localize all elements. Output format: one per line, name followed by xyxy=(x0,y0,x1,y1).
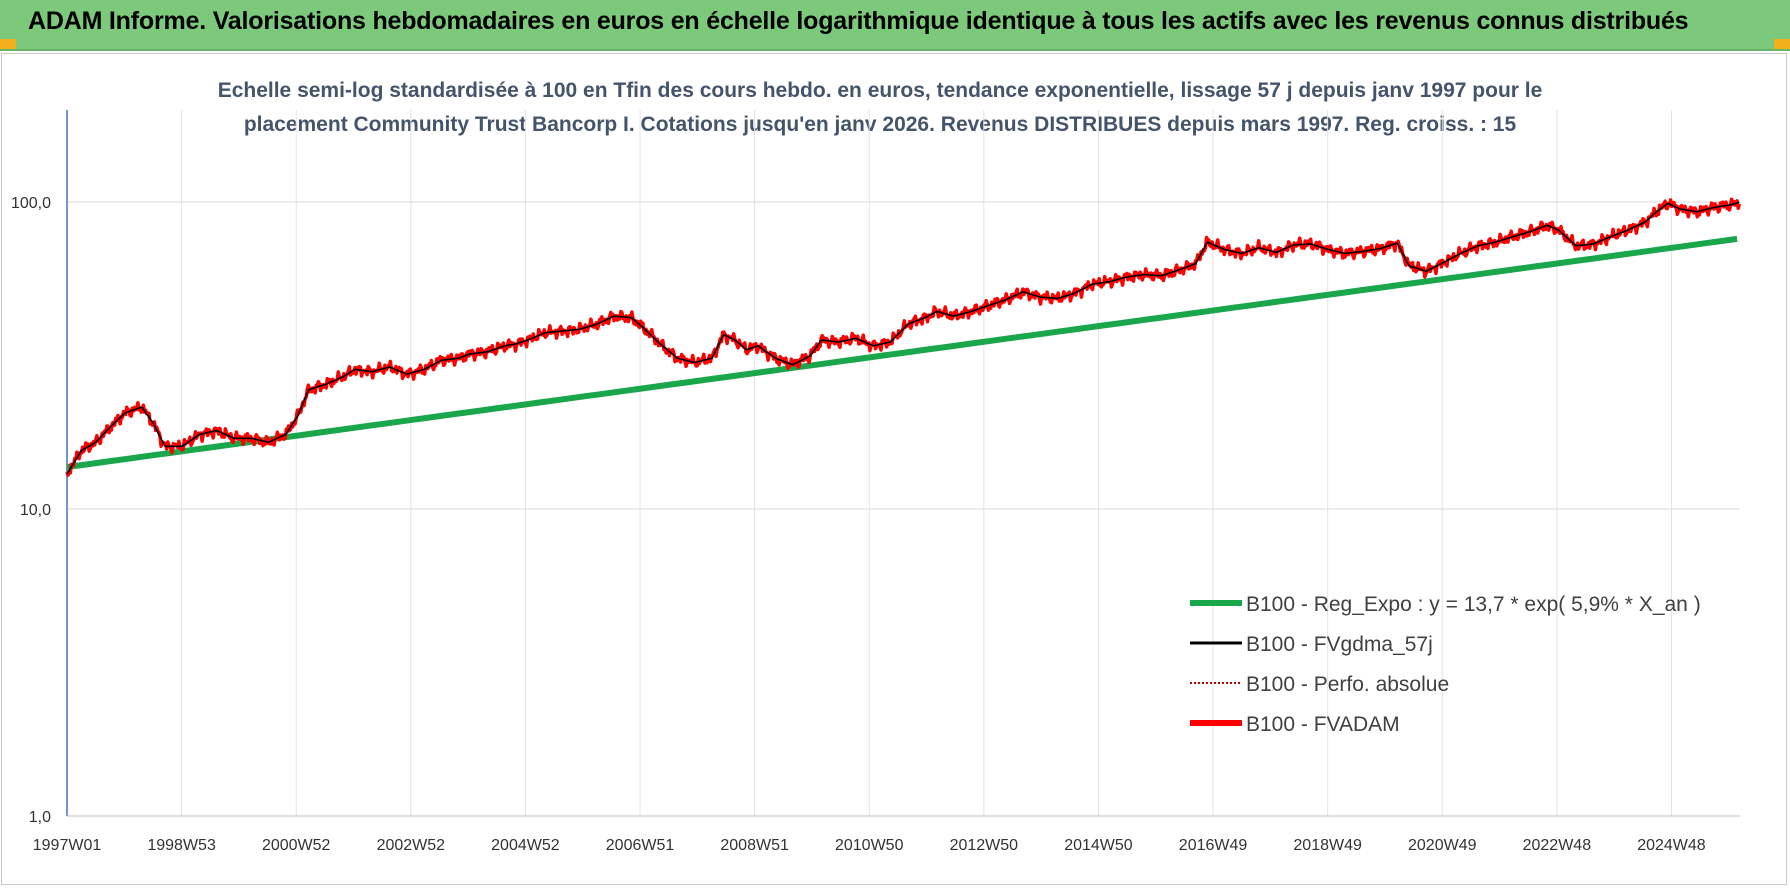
chart-title-line-2: placement Community Trust Bancorp I. Cot… xyxy=(243,113,1517,136)
y-tick-label: 10,0 xyxy=(20,502,51,519)
series-fvgdma-line xyxy=(66,201,1740,475)
chart-title-line-1: Echelle semi-log standardisée à 100 en T… xyxy=(217,79,1543,102)
x-tick-label: 2012W50 xyxy=(950,837,1019,854)
y-tick-label: 100,0 xyxy=(11,195,51,212)
legend-label: B100 - Reg_Expo : y = 13,7 * exp( 5,9% *… xyxy=(1246,593,1701,616)
x-tick-label: 2020W49 xyxy=(1408,837,1477,854)
y-tick-label: 1,0 xyxy=(29,809,51,826)
x-tick-label: 1997W01 xyxy=(33,837,102,854)
x-tick-label: 2018W49 xyxy=(1293,837,1362,854)
chart-title: Echelle semi-log standardisée à 100 en T… xyxy=(120,74,1640,142)
series-regression-line xyxy=(66,235,1738,470)
x-tick-label: 2002W52 xyxy=(377,837,446,854)
x-tick-label: 2008W51 xyxy=(720,837,789,854)
x-tick-label: 2004W52 xyxy=(491,837,560,854)
corner-marker-top-right xyxy=(1774,39,1790,49)
x-tick-label: 2000W52 xyxy=(262,837,331,854)
corner-marker-top-left xyxy=(0,39,16,49)
x-tick-label: 1998W53 xyxy=(147,837,216,854)
legend-label: B100 - FVADAM xyxy=(1246,713,1400,736)
x-tick-label: 2010W50 xyxy=(835,837,904,854)
x-tick-label: 2014W50 xyxy=(1064,837,1133,854)
x-tick-label: 2022W48 xyxy=(1523,837,1592,854)
page-title: ADAM Informe. Valorisations hebdomadaire… xyxy=(28,7,1689,35)
legend-label: B100 - Perfo. absolue xyxy=(1246,673,1449,696)
legend-label: B100 - FVgdma_57j xyxy=(1246,633,1433,656)
header-bar: ADAM Informe. Valorisations hebdomadaire… xyxy=(0,0,1790,51)
x-tick-label: 2024W48 xyxy=(1637,837,1706,854)
x-tick-label: 2006W51 xyxy=(606,837,675,854)
chart-frame xyxy=(1,53,1787,885)
x-tick-label: 2016W49 xyxy=(1179,837,1248,854)
